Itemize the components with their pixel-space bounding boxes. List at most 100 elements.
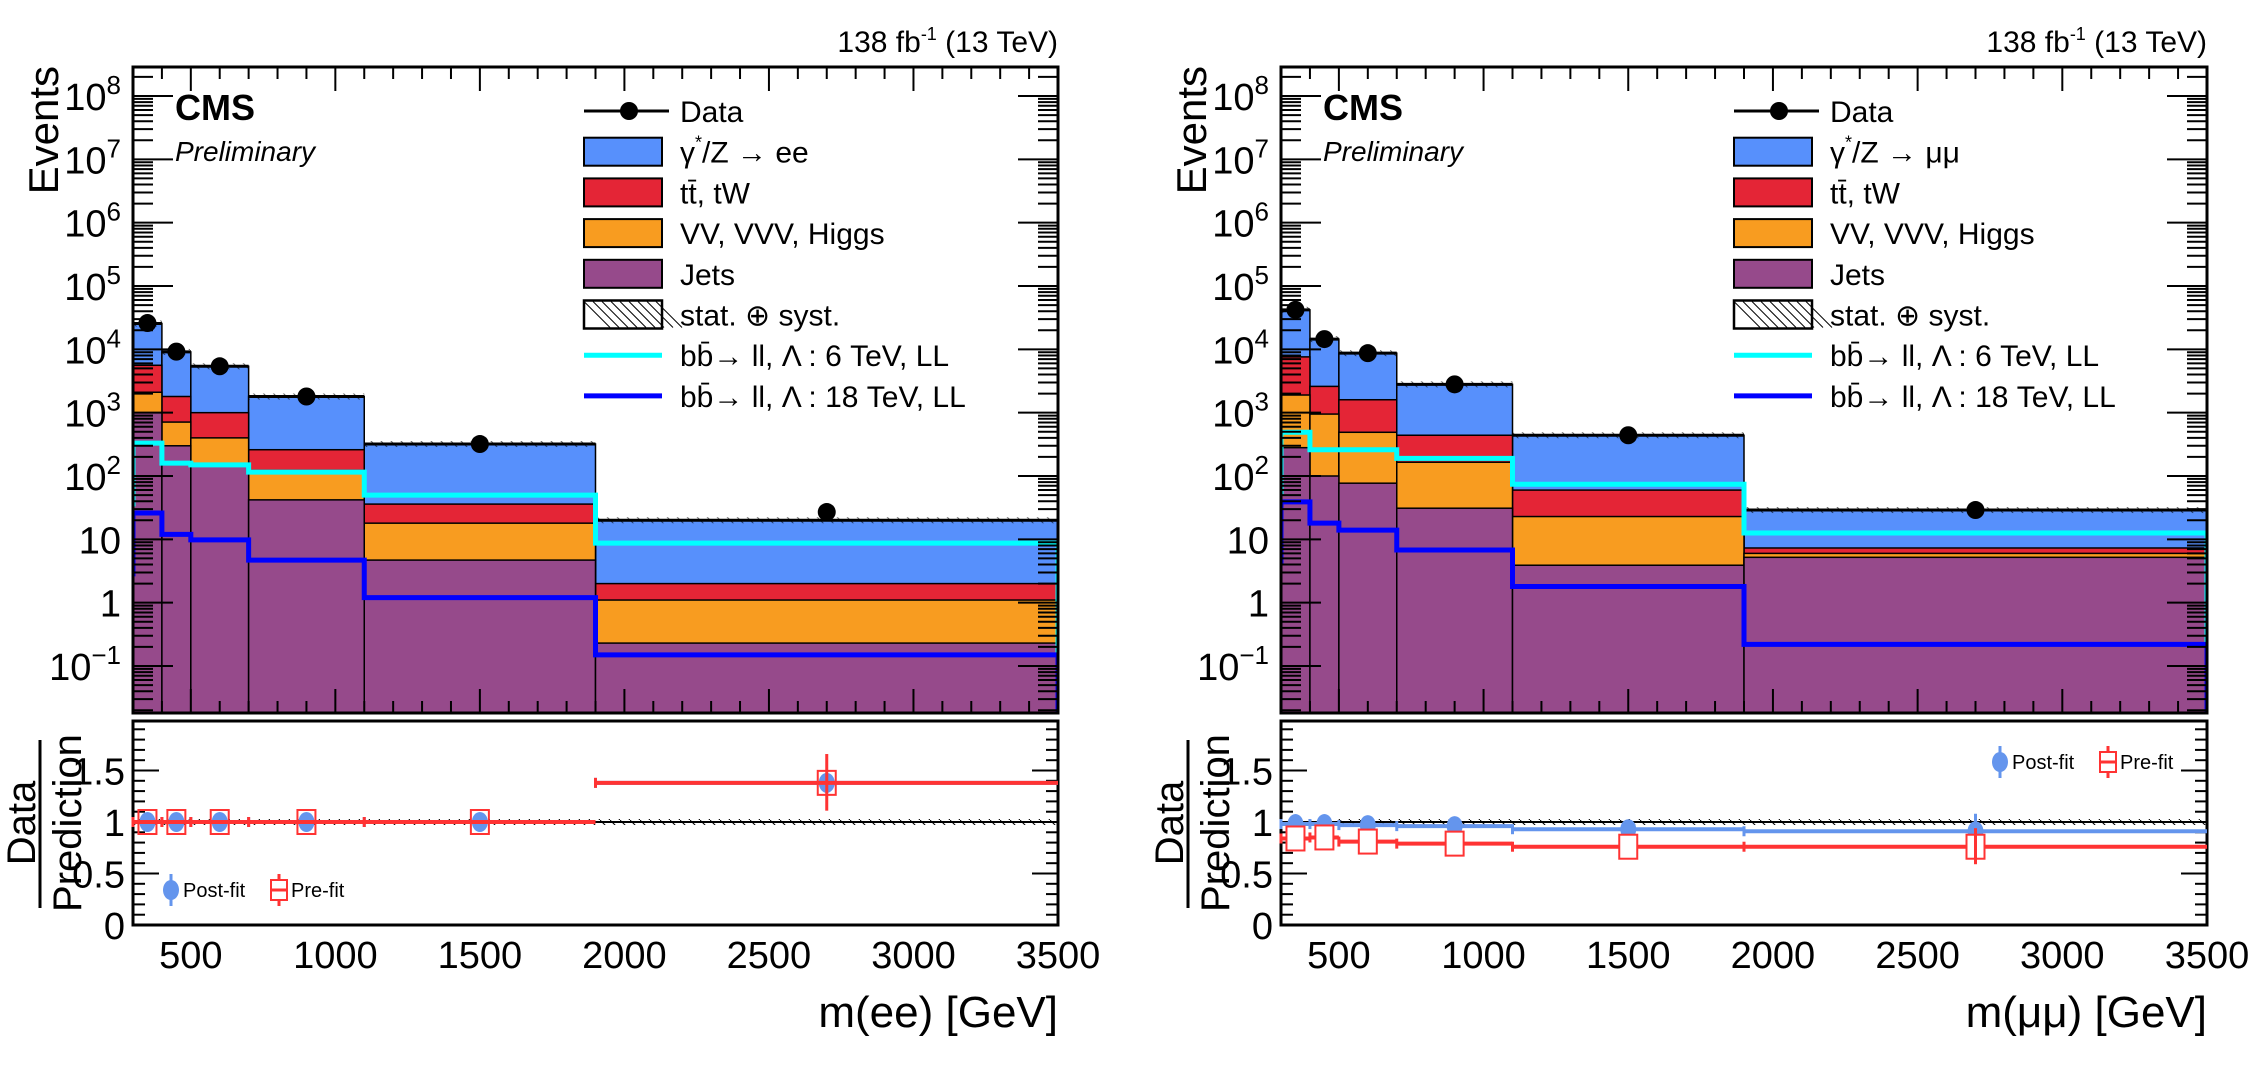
legend-swatch-tt (583, 177, 663, 208)
legend-label: tt̄, tW (1830, 177, 1901, 210)
y-tick-label: 103 (1212, 387, 1269, 436)
ratio-ylabel-denominator: Prediction (1194, 734, 1238, 912)
x-tick-label: 2000 (1731, 935, 1816, 977)
ratio-tick-label: 0.5 (72, 855, 125, 897)
legend-label: γ*/Z → ee (680, 133, 809, 170)
ratio-prefit-marker (469, 809, 490, 835)
experiment-label: CMS (175, 87, 255, 128)
hatch-line (655, 301, 683, 328)
ratio-ylabel-numerator: Data (1148, 780, 1192, 865)
legend-swatch-vv (583, 218, 663, 249)
y-axis-label: Events (20, 66, 67, 194)
legend-label: bb̄→ ll, Λ : 18 TeV, LL (680, 381, 966, 414)
hatch-line (1805, 301, 1833, 328)
legend-label: stat. ⊕ syst. (680, 300, 840, 333)
y-tick-label: 107 (64, 133, 121, 182)
y-tick-label: 10−1 (1197, 640, 1269, 689)
legend-label: Jets (1830, 259, 1885, 292)
legend-item: Jets (583, 258, 735, 292)
ratio-prefit-marker (166, 809, 187, 835)
legend-item: γ*/Z → ee (583, 133, 809, 170)
x-tick-label: 500 (1307, 935, 1370, 977)
y-tick-label: 103 (64, 387, 121, 436)
x-tick-label: 1000 (293, 935, 378, 977)
x-axis-label: m(μμ) [GeV] (1966, 988, 2207, 1037)
x-tick-label: 3000 (871, 935, 956, 977)
hatch-line (619, 301, 647, 328)
hatch-line (583, 301, 611, 328)
legend-label: Jets (680, 259, 735, 292)
ratio-prefit-marker (209, 809, 230, 835)
bar-jets (247, 499, 365, 713)
main-plot-area (1281, 300, 2207, 713)
ratio-prefit-marker (137, 809, 158, 835)
bar-jets (1281, 446, 1311, 713)
y-tick-label: 1 (1248, 584, 1269, 626)
legend-data-marker (620, 102, 638, 120)
main-plot-area (133, 314, 1058, 713)
data-point (817, 503, 836, 522)
legend-item: γ*/Z → μμ (1733, 133, 1960, 170)
legend-label: bb̄→ ll, Λ : 18 TeV, LL (1830, 381, 2116, 414)
y-tick-label: 102 (1212, 450, 1269, 499)
ratio-prefit-marker (1285, 825, 1306, 852)
y-axis-label: Events (1168, 66, 1215, 194)
ratio-prefit-marker (1618, 833, 1639, 860)
legend-label: γ*/Z → μμ (1830, 133, 1960, 170)
legend-item: stat. ⊕ syst. (582, 299, 840, 333)
legend-item: VV, VVV, Higgs (1733, 218, 2035, 251)
signal-line-sig18 (1281, 499, 2207, 713)
x-axis-label: m(ee) [GeV] (818, 988, 1058, 1037)
hatch-line (592, 301, 620, 328)
legend-swatch-jets (583, 258, 663, 289)
x-tick-label: 2500 (1875, 935, 1960, 977)
hatch-line (637, 301, 665, 328)
x-tick-label: 2500 (727, 935, 812, 977)
hatch-line (610, 301, 638, 328)
legend-label: tt̄, tW (680, 177, 751, 210)
bar-jets (190, 463, 250, 713)
legend-swatch-tt (1733, 177, 1813, 208)
legend-data-marker (1770, 102, 1788, 120)
data-point (470, 435, 489, 454)
legend-swatch-dy (1733, 136, 1813, 167)
legend-label: Data (680, 96, 744, 129)
hatch-line (1751, 301, 1779, 328)
ratio-tick-label: 1 (1252, 803, 1273, 845)
legend-label: VV, VVV, Higgs (1830, 218, 2035, 251)
y-tick-label: 106 (64, 197, 121, 246)
ratio-tick-label: 0 (1252, 906, 1273, 948)
y-tick-label: 10 (79, 520, 121, 562)
legend-swatch-jets (1733, 258, 1813, 289)
hatch-line (601, 301, 629, 328)
data-point (167, 342, 186, 361)
ratio-tick-label: 0.5 (1220, 855, 1273, 897)
legend-label: VV, VVV, Higgs (680, 218, 885, 251)
status-label: Preliminary (1323, 136, 1465, 167)
x-tick-label: 1000 (1441, 935, 1526, 977)
y-tick-label: 107 (1212, 133, 1269, 182)
data-point (297, 387, 316, 406)
hatch-line (1733, 301, 1761, 328)
data-point (1619, 426, 1638, 445)
hatch-line (1787, 301, 1815, 328)
y-tick-label: 10 (1227, 520, 1269, 562)
ratio-legend-prefit-label: Pre-fit (2120, 752, 2174, 774)
hatch-line (1742, 301, 1770, 328)
signal-line-sig6 (1281, 429, 2207, 713)
signal-line-sig6 (133, 440, 1058, 713)
ratio-legend-postfit-label: Post-fit (2012, 752, 2075, 774)
ratio-tick-label: 1.5 (72, 752, 125, 794)
legend-label: bb̄→ ll, Λ : 6 TeV, LL (1830, 340, 2099, 373)
ratio-tick-label: 1.5 (1220, 752, 1273, 794)
legend-item: bb̄→ ll, Λ : 18 TeV, LL (584, 381, 966, 414)
y-tick-label: 1 (100, 584, 121, 626)
lumi-label: 138 fb-1 (13 TeV) (837, 24, 1058, 59)
status-label: Preliminary (175, 136, 317, 167)
legend-label: bb̄→ ll, Λ : 6 TeV, LL (680, 340, 949, 373)
signal-line-sig18 (133, 510, 1058, 713)
legend-item: stat. ⊕ syst. (1732, 299, 1990, 333)
ratio-ylabel-denominator: Prediction (46, 734, 90, 912)
bar-jets (1511, 564, 1745, 713)
